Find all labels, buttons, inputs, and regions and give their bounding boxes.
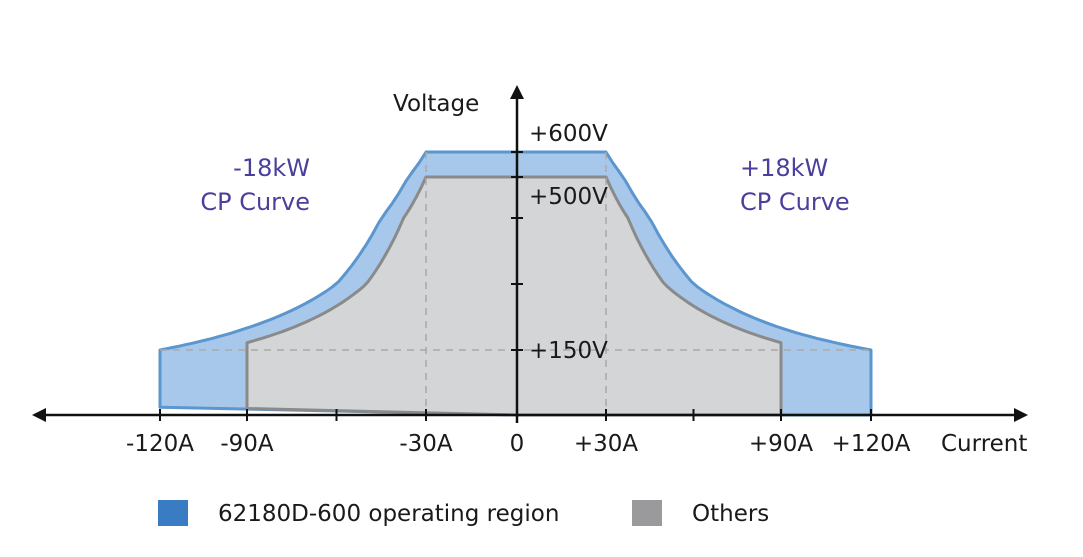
annotation-line: -18kW bbox=[233, 154, 310, 182]
y-tick-label: +500V bbox=[529, 184, 608, 210]
annotation-line: +18kW bbox=[740, 154, 828, 182]
x-tick-label: -30A bbox=[399, 431, 453, 457]
x-axis-label: Current bbox=[941, 431, 1027, 457]
x-tick-label: +30A bbox=[574, 431, 639, 457]
x-tick-label: +120A bbox=[832, 431, 911, 457]
legend: 62180D-600 operating region Others bbox=[158, 500, 769, 527]
x-axis-arrow-left bbox=[32, 408, 46, 422]
annotation-line: CP Curve bbox=[740, 188, 850, 216]
x-tick-label: -120A bbox=[126, 431, 194, 457]
x-tick-label: +90A bbox=[749, 431, 814, 457]
legend-label: Others bbox=[692, 501, 769, 527]
annotation-negative-cp: -18kW CP Curve bbox=[200, 154, 310, 216]
y-tick-label: +600V bbox=[529, 121, 608, 147]
y-axis-arrow bbox=[510, 85, 524, 99]
y-axis-label: Voltage bbox=[393, 91, 479, 117]
legend-swatch-others bbox=[632, 500, 662, 526]
legend-label: 62180D-600 operating region bbox=[218, 501, 559, 527]
axes bbox=[32, 85, 1028, 423]
y-tick-label: +150V bbox=[529, 338, 608, 364]
x-axis-arrow-right bbox=[1014, 408, 1028, 422]
annotation-positive-cp: +18kW CP Curve bbox=[740, 154, 850, 216]
x-tick-label: -90A bbox=[220, 431, 274, 457]
legend-swatch-operating-region bbox=[158, 500, 188, 526]
ticks: -120A -90A -30A 0 +30A +90A +120A +150V +500V +60… bbox=[126, 121, 911, 457]
annotation-line: CP Curve bbox=[200, 188, 310, 216]
x-tick-label: 0 bbox=[510, 431, 525, 457]
